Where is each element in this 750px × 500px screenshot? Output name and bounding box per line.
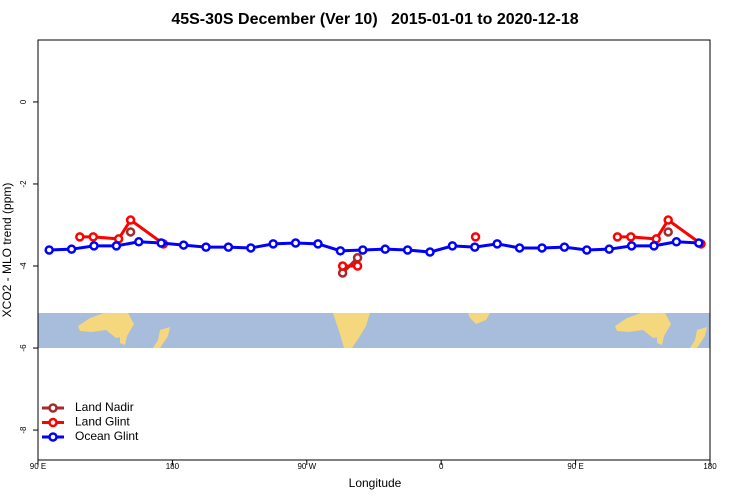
- point: [626, 232, 636, 242]
- legend-marker: [48, 417, 58, 428]
- map-strip: [38, 313, 710, 348]
- point: [89, 241, 99, 251]
- point: [178, 240, 189, 250]
- point: [44, 245, 54, 255]
- point: [559, 242, 570, 252]
- point: [66, 244, 77, 254]
- point: [313, 239, 323, 249]
- y-tick-label: 0: [19, 99, 28, 104]
- x-tick-label: 180: [166, 462, 180, 471]
- point: [223, 242, 234, 252]
- point: [582, 245, 592, 255]
- point: [604, 244, 614, 254]
- point: [352, 253, 363, 263]
- plot-frame: [37, 39, 711, 461]
- point: [649, 241, 659, 251]
- legend-label: Land Nadir: [75, 400, 134, 414]
- point: [447, 241, 458, 251]
- point: [612, 232, 623, 242]
- point: [75, 232, 85, 242]
- legend-label: Ocean Glint: [75, 429, 139, 443]
- y-axis-label: XCO2 - MLO trend (ppm): [0, 183, 14, 318]
- point: [111, 241, 122, 251]
- x-axis-label: Longitude: [349, 476, 402, 490]
- x-tick-label: 90 E: [567, 462, 583, 471]
- x-tick-label: 90 E: [30, 462, 46, 471]
- point: [246, 243, 256, 253]
- legend-marker: [48, 432, 58, 442]
- series-line: [49, 240, 699, 254]
- point: [125, 227, 136, 237]
- y-tick-label: -4: [19, 262, 28, 270]
- point: [694, 238, 704, 248]
- point: [88, 232, 99, 242]
- point: [626, 241, 637, 251]
- point: [514, 243, 525, 253]
- point: [201, 242, 211, 252]
- legend-label: Land Glint: [75, 415, 130, 429]
- point: [380, 244, 390, 254]
- point: [671, 237, 682, 247]
- point: [492, 239, 502, 249]
- point: [470, 242, 480, 252]
- point: [537, 243, 547, 253]
- point: [335, 246, 346, 256]
- chart-title: 45S-30S December (Ver 10) 2015-01-01 to …: [171, 11, 578, 28]
- x-tick-label: 0: [439, 462, 444, 471]
- point: [290, 238, 301, 248]
- point: [663, 215, 673, 225]
- point: [663, 227, 673, 237]
- x-tick-label: 90 W: [297, 462, 316, 471]
- y-tick-label: -6: [19, 344, 28, 352]
- x-tick-label: 180: [703, 462, 717, 471]
- point: [125, 215, 136, 225]
- y-tick-label: -8: [19, 426, 28, 434]
- point: [268, 239, 278, 249]
- point: [337, 261, 348, 271]
- point: [156, 238, 166, 248]
- y-tick-label: -2: [19, 180, 28, 188]
- point: [470, 232, 481, 242]
- point: [358, 245, 368, 255]
- point: [425, 247, 435, 257]
- point: [352, 261, 363, 271]
- point: [402, 245, 413, 255]
- legend-marker: [48, 403, 58, 413]
- point: [134, 237, 144, 247]
